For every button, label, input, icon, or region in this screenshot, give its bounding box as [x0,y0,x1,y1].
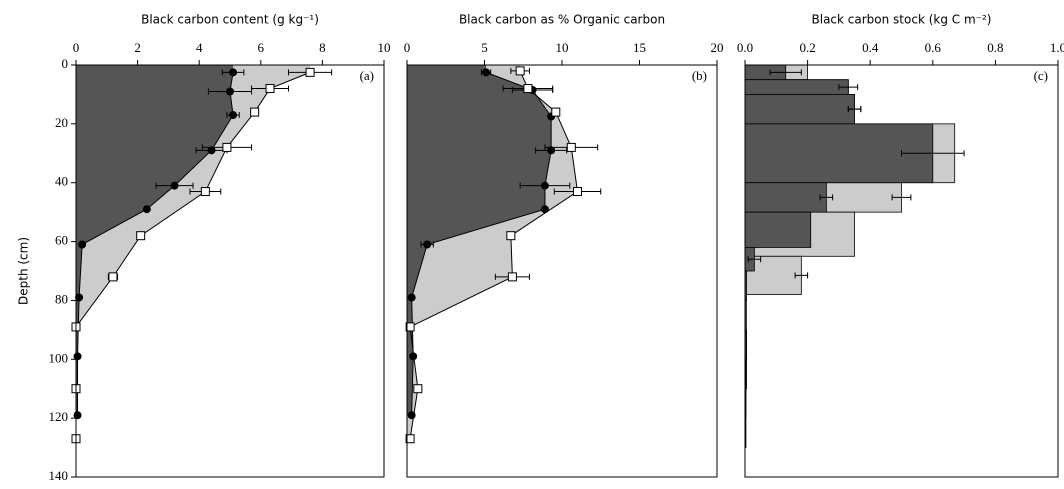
marker [413,384,423,394]
marker [78,240,87,249]
x-tick-label: 5 [481,40,488,55]
y-tick-label: 0 [62,56,69,71]
x-tick-label: 10 [378,40,391,55]
x-tick-label: 10 [556,40,569,55]
marker [482,68,491,77]
bar [744,182,827,213]
x-tick-label: 4 [196,40,203,55]
marker [136,231,146,241]
x-tick-label: 2 [134,40,141,55]
x-tick-label: 6 [258,40,265,55]
marker [142,205,151,214]
bar [744,211,812,248]
area [76,65,234,416]
marker [566,142,576,152]
marker [73,352,82,361]
marker [423,240,432,249]
x-tick-label: 0.0 [737,40,753,55]
plot-frame [75,64,385,478]
marker [229,68,238,77]
y-tick-label: 20 [55,115,68,130]
x-tick-label: 1.0 [1050,40,1064,55]
marker [507,272,517,282]
marker [540,205,549,214]
marker [73,411,82,420]
error-bar [819,194,834,201]
x-tick-label: 0 [404,40,411,55]
marker [515,66,525,76]
chart-title: Black carbon stock (kg C m⁻²) [812,13,992,27]
error-bar [901,150,965,157]
error-bar [794,272,809,279]
marker [226,87,234,96]
x-tick-label: 8 [319,40,326,55]
marker [540,181,549,190]
x-tick-label: 0 [73,40,80,55]
error-bar [891,194,912,201]
marker [573,187,582,197]
marker [229,111,238,120]
panel-label: (b) [692,68,707,83]
marker [75,293,84,302]
error-bar [838,84,859,91]
marker [523,84,533,94]
bar [744,94,855,125]
marker [409,352,418,361]
x-tick-label: 20 [711,40,724,55]
x-tick-label: 15 [633,40,646,55]
plot-frame [744,64,1059,478]
marker [200,187,210,197]
y-tick-label: 40 [55,174,68,189]
marker [405,434,415,444]
bar [744,79,849,95]
marker [407,411,416,420]
marker [506,231,516,241]
marker [407,293,416,302]
marker [207,146,216,155]
x-tick-label: 0.8 [987,40,1003,55]
x-tick-label: 0.2 [799,40,815,55]
error-bar [847,106,862,113]
marker [170,181,179,190]
x-tick-label: 0.6 [925,40,942,55]
marker [547,146,556,155]
chart-title: Black carbon content (g kg⁻¹) [141,13,319,27]
error-bar [747,256,762,263]
y-tick-label: 120 [49,409,69,424]
x-tick-label: 0.4 [862,40,879,55]
error-bar [769,69,802,76]
marker [551,107,561,117]
y-axis-label: Depth (cm) [17,237,31,305]
marker [305,67,315,77]
y-tick-label: 100 [49,350,69,365]
marker [265,84,275,94]
marker [405,322,415,332]
y-tick-label: 60 [55,233,68,248]
panel-label: (c) [1034,68,1048,83]
chart-title: Black carbon as % Organic carbon [459,13,665,27]
y-tick-label: 80 [55,291,68,306]
panel-label: (a) [360,68,374,83]
y-tick-label: 140 [49,468,69,483]
area [407,65,552,416]
marker [222,142,232,152]
marker [250,107,260,117]
marker [108,272,118,282]
plot-frame [406,64,718,478]
